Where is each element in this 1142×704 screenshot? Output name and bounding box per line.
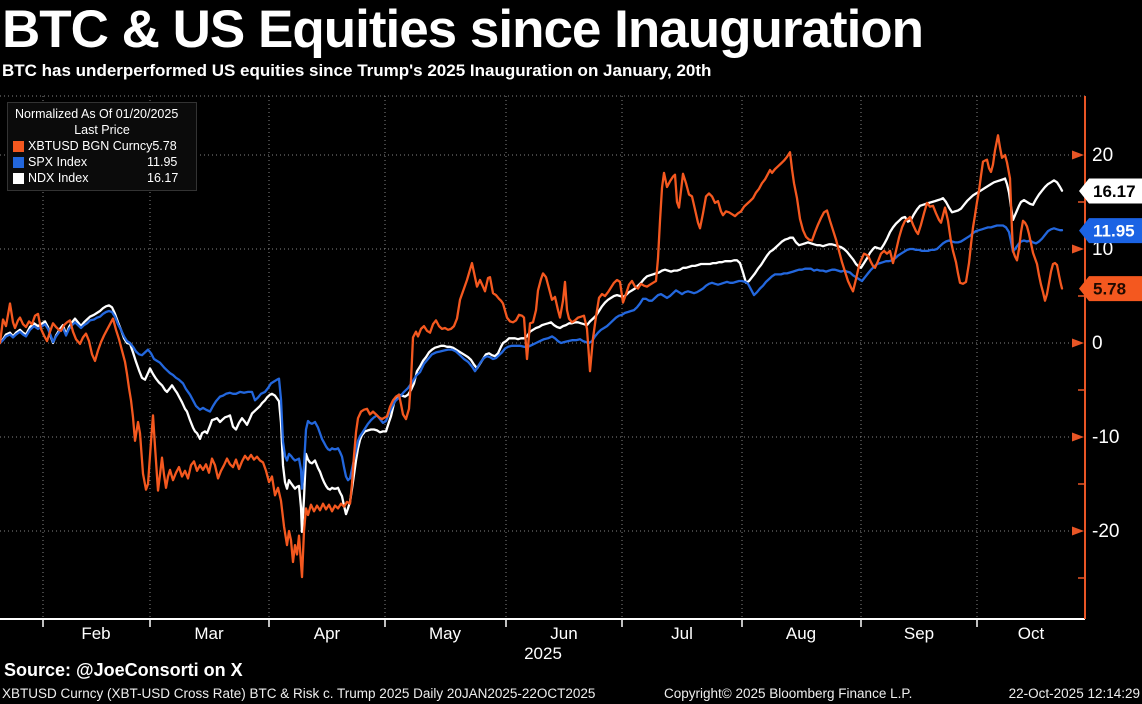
timestamp: 22-Oct-2025 12:14:29 bbox=[1008, 686, 1140, 701]
y-axis-arrow-icon bbox=[1072, 526, 1084, 536]
x-axis-year-label: 2025 bbox=[524, 644, 562, 663]
y-axis-label: -10 bbox=[1092, 427, 1119, 448]
chart-legend[interactable]: Normalized As Of 01/20/2025 Last Price X… bbox=[7, 102, 197, 191]
last-price-badge-label: 11.95 bbox=[1093, 222, 1135, 241]
last-price-badge-label: 16.17 bbox=[1093, 182, 1136, 201]
legend-value: 16.17 bbox=[147, 171, 179, 185]
legend-value: 5.78 bbox=[152, 139, 177, 153]
y-axis-arrow-icon bbox=[1072, 338, 1084, 348]
x-axis-label: Mar bbox=[194, 624, 224, 643]
y-axis-arrow-icon bbox=[1072, 432, 1084, 442]
legend-subtitle: Last Price bbox=[74, 123, 130, 137]
x-axis-label: Sep bbox=[904, 624, 934, 643]
y-axis-label: 20 bbox=[1092, 145, 1113, 166]
x-axis-label: Jun bbox=[550, 624, 577, 643]
x-axis-label: Jul bbox=[671, 624, 693, 643]
bloomberg-footer: XBTUSD Curncy (XBT-USD Cross Rate) BTC &… bbox=[0, 686, 1142, 704]
legend-row-ndx[interactable]: NDX Index 16.17 bbox=[13, 170, 191, 186]
y-axis-label: -20 bbox=[1092, 521, 1119, 542]
legend-label: SPX Index bbox=[28, 155, 88, 169]
x-axis-label: May bbox=[429, 624, 462, 643]
last-price-badge bbox=[1079, 178, 1142, 204]
series-line-spx bbox=[0, 224, 1064, 490]
x-axis-label: Aug bbox=[786, 624, 816, 643]
series-line-ndx bbox=[0, 177, 1064, 534]
copyright-notice: Copyright© 2025 Bloomberg Finance L.P. bbox=[664, 686, 913, 701]
page-title: BTC & US Equities since Inauguration bbox=[2, 0, 924, 59]
legend-label: XBTUSD BGN Curncy bbox=[28, 139, 153, 153]
last-price-badge bbox=[1079, 276, 1142, 302]
ndx-color-chip-icon bbox=[13, 172, 24, 184]
series-line-xbtusd bbox=[0, 134, 1064, 579]
page-subtitle: BTC has underperformed US equities since… bbox=[2, 61, 712, 80]
x-axis-label: Apr bbox=[314, 624, 341, 643]
legend-row-spx[interactable]: SPX Index 11.95 bbox=[13, 154, 191, 170]
legend-value: 11.95 bbox=[147, 155, 178, 169]
x-axis-label: Feb bbox=[81, 624, 110, 643]
y-axis-label: 10 bbox=[1092, 239, 1113, 260]
last-price-badge bbox=[1079, 218, 1142, 244]
y-axis-arrow-icon bbox=[1072, 244, 1084, 254]
xbtusd-color-chip-icon bbox=[13, 140, 24, 152]
spx-color-chip-icon bbox=[13, 156, 24, 168]
ticker-description: XBTUSD Curncy (XBT-USD Cross Rate) BTC &… bbox=[2, 686, 596, 701]
y-axis-arrow-icon bbox=[1072, 150, 1084, 160]
source-attribution: Source: @JoeConsorti on X bbox=[4, 660, 243, 680]
legend-title: Normalized As Of 01/20/2025 bbox=[15, 107, 179, 121]
x-axis-label: Oct bbox=[1018, 624, 1045, 643]
legend-row-xbtusd[interactable]: XBTUSD BGN Curncy 5.78 bbox=[13, 138, 191, 154]
legend-label: NDX Index bbox=[28, 171, 89, 185]
y-axis-label: 0 bbox=[1092, 333, 1103, 354]
last-price-badge-label: 5.78 bbox=[1093, 280, 1126, 299]
